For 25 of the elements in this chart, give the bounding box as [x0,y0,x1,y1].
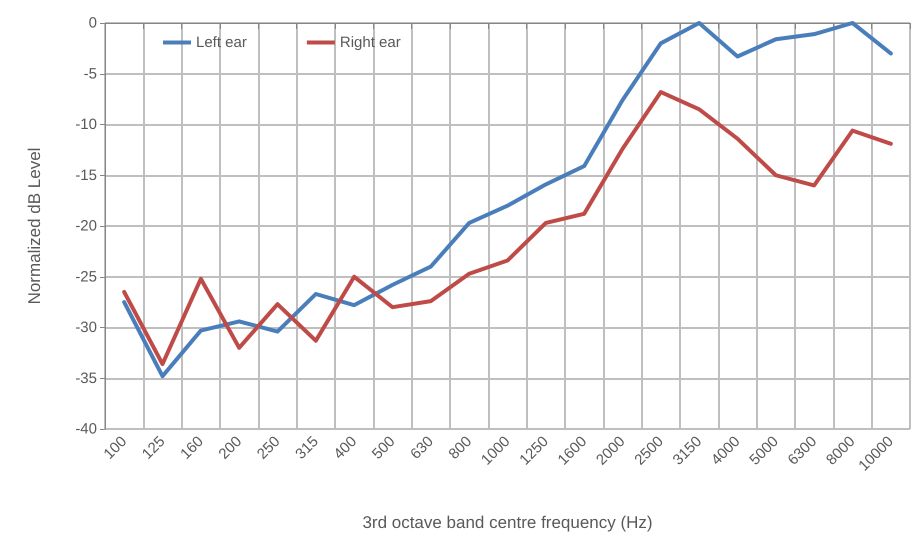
y-axis-title: Normalized dB Level [25,148,44,304]
y-tick-label: -40 [75,420,97,438]
x-axis-title: 3rd octave band centre frequency (Hz) [362,513,653,532]
x-tick-label: 500 [368,432,399,463]
x-tick-label: 125 [138,432,169,463]
x-tick-label: 400 [330,432,360,463]
x-tick-label: 630 [407,432,437,463]
line-series [122,90,893,366]
x-tick-label: 800 [445,432,476,463]
legend-label: Left ear [196,34,247,51]
x-tick-label: 250 [254,432,284,463]
x-tick-label: 315 [292,432,322,463]
y-tick-label: -30 [75,319,97,336]
y-tick-label: 0 [88,14,97,32]
x-tick-label: 160 [177,432,207,463]
y-tick-label: -20 [75,218,97,234]
y-tick-label: -5 [84,65,97,82]
line-series [122,21,893,378]
y-tick-label: -15 [75,166,97,184]
x-tick-label: 200 [215,432,246,463]
y-tick-label: -25 [75,268,97,286]
y-tick-label: -35 [75,370,97,387]
legend-label: Right ear [340,34,401,51]
x-tick-label: 100 [100,432,130,463]
y-tick-label: -10 [75,116,97,133]
